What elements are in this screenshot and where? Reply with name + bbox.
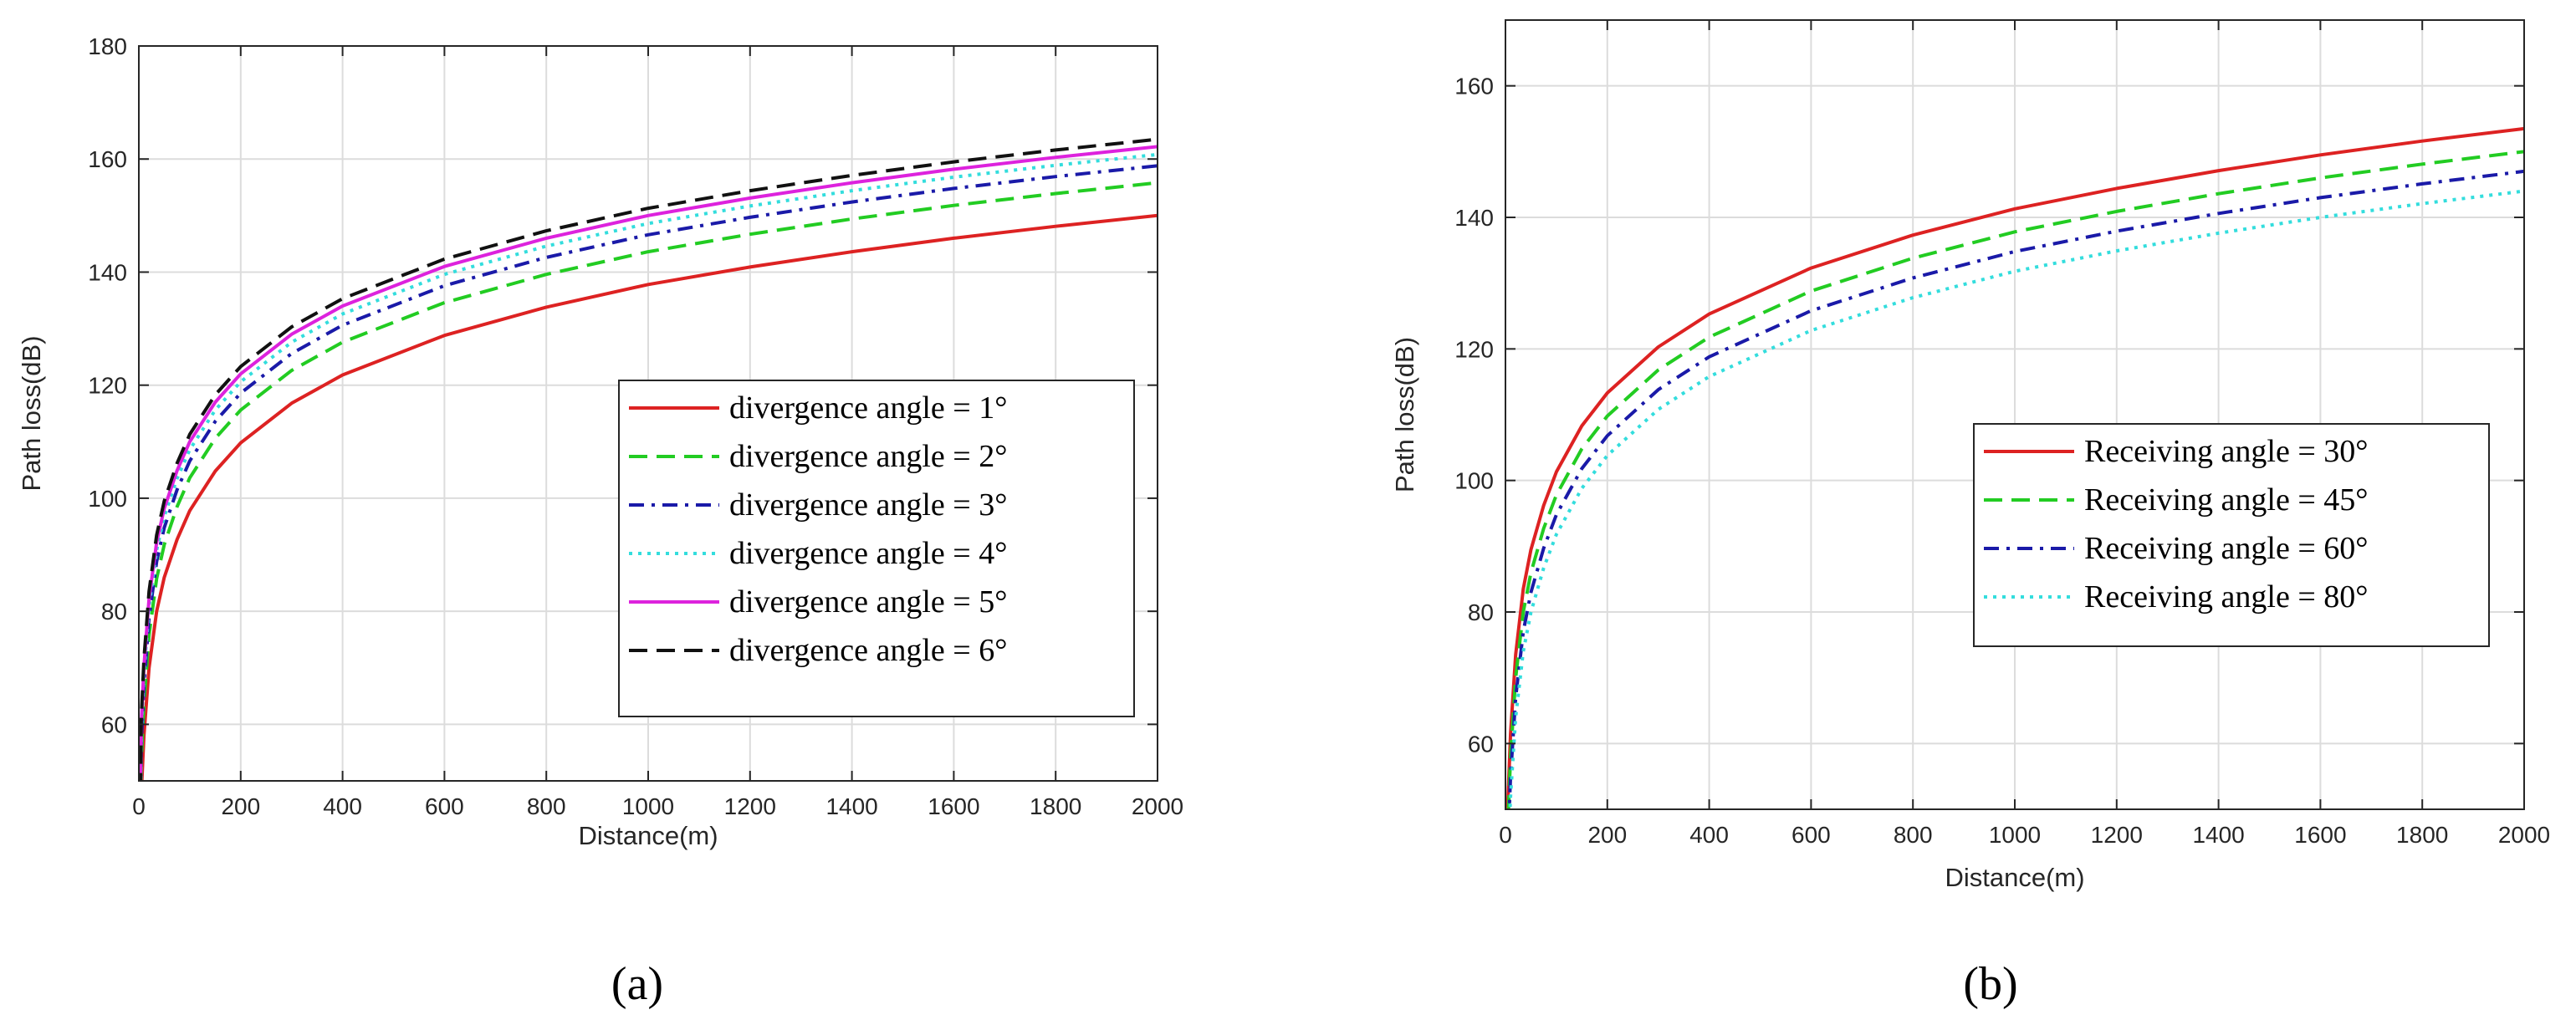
chart-panel-b: 0 200 400 600 800 1000 1200 1400 1600 1800 2000 60 8… <box>1390 19 2550 1010</box>
series-line-4 <box>139 152 1158 781</box>
series-line-4 <box>1508 189 2524 809</box>
y-tick-label: 80 <box>101 599 127 625</box>
x-tick-label: 1600 <box>928 793 979 819</box>
legend-label-2: divergence angle = 2° <box>729 439 1007 474</box>
x-tick-label: 1400 <box>2192 822 2244 848</box>
chart-panel-a: 0 200 400 600 800 1000 1200 1400 1600 1800 2000 60 8… <box>17 33 1183 1010</box>
legend-box <box>618 380 1135 717</box>
x-tick-label: 200 <box>1587 822 1627 848</box>
x-tick-label: 1800 <box>1030 793 1081 819</box>
legend-label-3: divergence angle = 3° <box>729 487 1007 523</box>
legend-label-3: Receiving angle = 60° <box>2084 531 2368 566</box>
series-line-3 <box>139 164 1158 781</box>
x-tick-label: 1200 <box>2091 822 2143 848</box>
legend-label-1: Receiving angle = 30° <box>2084 434 2368 469</box>
series-group <box>1505 126 2524 809</box>
legend-label-2: Receiving angle = 45° <box>2084 482 2368 518</box>
y-tick-label: 180 <box>88 33 127 59</box>
series-line-3 <box>1507 169 2524 809</box>
series-line-2 <box>1506 150 2524 809</box>
y-tick-label: 100 <box>1454 468 1494 494</box>
y-tick-label: 100 <box>88 486 127 512</box>
x-axis-label: Distance(m) <box>1945 863 2084 892</box>
x-tick-label: 1600 <box>2294 822 2346 848</box>
series-group <box>139 137 1158 781</box>
panel-label: (b) <box>1963 958 2017 1010</box>
x-tick-label: 200 <box>221 793 260 819</box>
y-tick-label: 60 <box>1468 731 1494 757</box>
x-tick-label: 1800 <box>2396 822 2448 848</box>
y-tick-label: 160 <box>1454 74 1494 99</box>
legend: divergence angle = 1° divergence angle = … <box>618 380 1135 717</box>
legend-box <box>1973 423 2490 647</box>
series-line-2 <box>139 181 1158 781</box>
x-tick-label: 800 <box>1894 822 1933 848</box>
x-tick-label: 0 <box>1499 822 1512 848</box>
legend: Receiving angle = 30° Receiving angle = 4… <box>1973 423 2490 647</box>
x-tick-label: 1000 <box>622 793 674 819</box>
y-tick-label: 120 <box>1454 336 1494 362</box>
y-tick-label: 80 <box>1468 599 1494 625</box>
x-tick-label: 1200 <box>724 793 776 819</box>
x-tick-label: 400 <box>1689 822 1729 848</box>
x-tick-label: 600 <box>425 793 464 819</box>
legend-label-1: divergence angle = 1° <box>729 390 1007 426</box>
legend-label-4: divergence angle = 4° <box>729 536 1007 571</box>
y-tick-label: 60 <box>101 711 127 737</box>
x-tick-label: 1400 <box>825 793 877 819</box>
x-tick-label: 2000 <box>1132 793 1183 819</box>
y-tick-label: 160 <box>88 146 127 172</box>
y-axis-label: Path loss(dB) <box>17 335 46 491</box>
x-tick-label: 400 <box>323 793 362 819</box>
x-tick-label: 0 <box>132 793 146 819</box>
x-tick-label: 800 <box>527 793 566 819</box>
legend-label-6: divergence angle = 6° <box>729 633 1007 668</box>
x-axis-label: Distance(m) <box>578 821 718 850</box>
y-tick-label: 140 <box>88 259 127 285</box>
series-line-1 <box>140 213 1158 781</box>
y-axis-label: Path loss(dB) <box>1390 337 1419 492</box>
x-tick-label: 2000 <box>2498 822 2550 848</box>
y-tick-label: 140 <box>1454 205 1494 231</box>
series-line-6 <box>139 137 1158 781</box>
series-line-1 <box>1505 126 2524 809</box>
legend-label-4: Receiving angle = 80° <box>2084 579 2368 614</box>
x-tick-label: 600 <box>1791 822 1831 848</box>
panel-label: (a) <box>611 958 663 1010</box>
legend-label-5: divergence angle = 5° <box>729 584 1007 620</box>
y-tick-label: 120 <box>88 373 127 399</box>
x-tick-label: 1000 <box>1989 822 2041 848</box>
